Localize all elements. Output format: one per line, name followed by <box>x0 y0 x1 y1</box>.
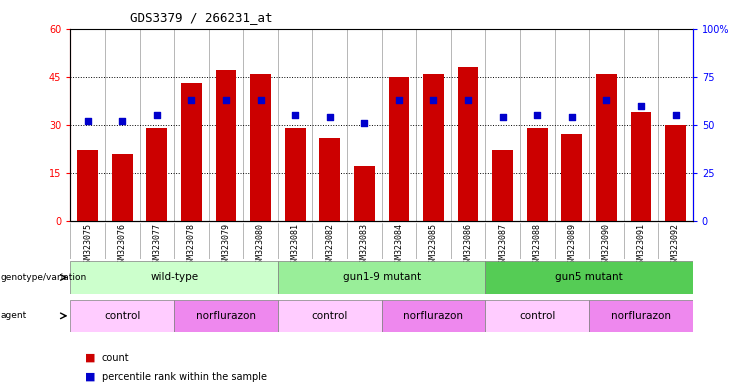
Bar <box>174 300 278 332</box>
Text: gun1-9 mutant: gun1-9 mutant <box>342 272 421 283</box>
Text: GSM323076: GSM323076 <box>118 223 127 268</box>
Bar <box>423 74 444 221</box>
Bar <box>77 151 98 221</box>
Point <box>670 112 682 118</box>
Text: GSM323089: GSM323089 <box>568 223 576 268</box>
Text: GSM323092: GSM323092 <box>671 223 680 268</box>
Point <box>116 118 128 124</box>
Text: percentile rank within the sample: percentile rank within the sample <box>102 372 267 382</box>
Bar <box>278 261 485 294</box>
Text: GSM323082: GSM323082 <box>325 223 334 268</box>
Text: GSM323079: GSM323079 <box>222 223 230 268</box>
Text: control: control <box>519 311 556 321</box>
Text: GSM323081: GSM323081 <box>290 223 299 268</box>
Bar <box>319 137 340 221</box>
Point <box>496 114 508 120</box>
Text: ■: ■ <box>85 353 96 362</box>
Bar <box>112 154 133 221</box>
Text: GSM323084: GSM323084 <box>394 223 403 268</box>
Text: GSM323085: GSM323085 <box>429 223 438 268</box>
Text: GSM323086: GSM323086 <box>464 223 473 268</box>
Bar <box>278 300 382 332</box>
Bar <box>70 300 174 332</box>
Bar <box>596 74 617 221</box>
Bar <box>485 300 589 332</box>
Point <box>151 112 163 118</box>
Point <box>462 97 474 103</box>
Text: control: control <box>311 311 348 321</box>
Text: norflurazon: norflurazon <box>611 311 671 321</box>
Bar <box>354 166 375 221</box>
Text: GSM323077: GSM323077 <box>153 223 162 268</box>
Text: norflurazon: norflurazon <box>404 311 463 321</box>
Text: count: count <box>102 353 129 362</box>
Bar <box>216 70 236 221</box>
Bar <box>388 77 409 221</box>
Text: GSM323075: GSM323075 <box>83 223 92 268</box>
Point <box>289 112 301 118</box>
Text: GDS3379 / 266231_at: GDS3379 / 266231_at <box>130 12 272 25</box>
Text: gun5 mutant: gun5 mutant <box>555 272 623 283</box>
Bar <box>70 261 278 294</box>
Bar <box>665 125 686 221</box>
Point <box>531 112 543 118</box>
Text: GSM323090: GSM323090 <box>602 223 611 268</box>
Bar <box>492 151 513 221</box>
Point <box>82 118 93 124</box>
Bar <box>147 128 167 221</box>
Text: agent: agent <box>1 311 27 320</box>
Point <box>255 97 267 103</box>
Point <box>428 97 439 103</box>
Bar <box>382 300 485 332</box>
Text: GSM323078: GSM323078 <box>187 223 196 268</box>
Bar <box>181 83 202 221</box>
Bar <box>458 67 479 221</box>
Point <box>600 97 612 103</box>
Text: GSM323091: GSM323091 <box>637 223 645 268</box>
Point <box>566 114 578 120</box>
Point <box>393 97 405 103</box>
Text: genotype/variation: genotype/variation <box>1 273 87 282</box>
Text: GSM323087: GSM323087 <box>498 223 507 268</box>
Point <box>359 120 370 126</box>
Bar <box>562 134 582 221</box>
Bar <box>631 112 651 221</box>
Text: ■: ■ <box>85 372 96 382</box>
Text: norflurazon: norflurazon <box>196 311 256 321</box>
Bar <box>485 261 693 294</box>
Bar <box>285 128 305 221</box>
Text: wild-type: wild-type <box>150 272 198 283</box>
Text: GSM323088: GSM323088 <box>533 223 542 268</box>
Text: control: control <box>104 311 141 321</box>
Point <box>220 97 232 103</box>
Text: GSM323080: GSM323080 <box>256 223 265 268</box>
Point <box>185 97 197 103</box>
Bar <box>527 128 548 221</box>
Text: GSM323083: GSM323083 <box>360 223 369 268</box>
Point <box>635 103 647 109</box>
Bar <box>250 74 271 221</box>
Bar <box>589 300 693 332</box>
Point <box>324 114 336 120</box>
